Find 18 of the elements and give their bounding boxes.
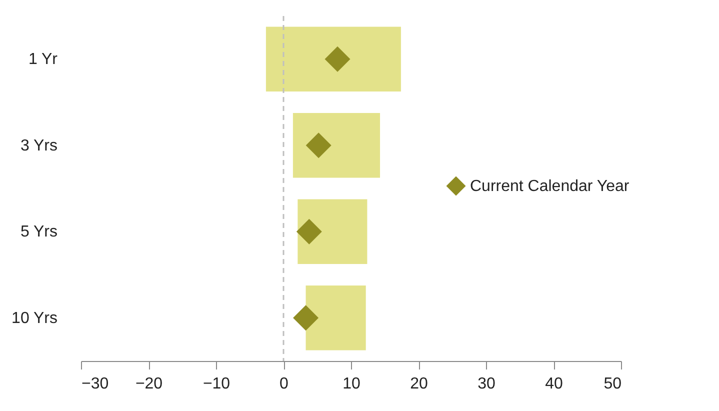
x-tick-label: 20	[410, 376, 428, 392]
legend-label: Current Calendar Year	[470, 178, 630, 195]
x-tick-label: −30	[82, 376, 109, 392]
y-tick-label: 1 Yr	[28, 51, 58, 68]
x-tick-label: 10	[342, 376, 360, 392]
point	[324, 46, 350, 72]
y-tick-label: 10 Yrs	[12, 310, 58, 327]
x-tick-label: 40	[545, 376, 563, 392]
x-tick-label: 50	[604, 376, 622, 392]
point	[296, 218, 322, 244]
x-tick-label: −10	[202, 376, 230, 392]
point	[306, 132, 332, 158]
x-tick-label: −20	[135, 376, 163, 392]
y-tick-label: 3 Yrs	[20, 137, 58, 154]
point	[293, 305, 319, 331]
x-tick-label: 30	[478, 376, 496, 392]
y-tick-label: 5 Yrs	[20, 224, 58, 241]
x-tick-label: 0	[280, 376, 289, 392]
